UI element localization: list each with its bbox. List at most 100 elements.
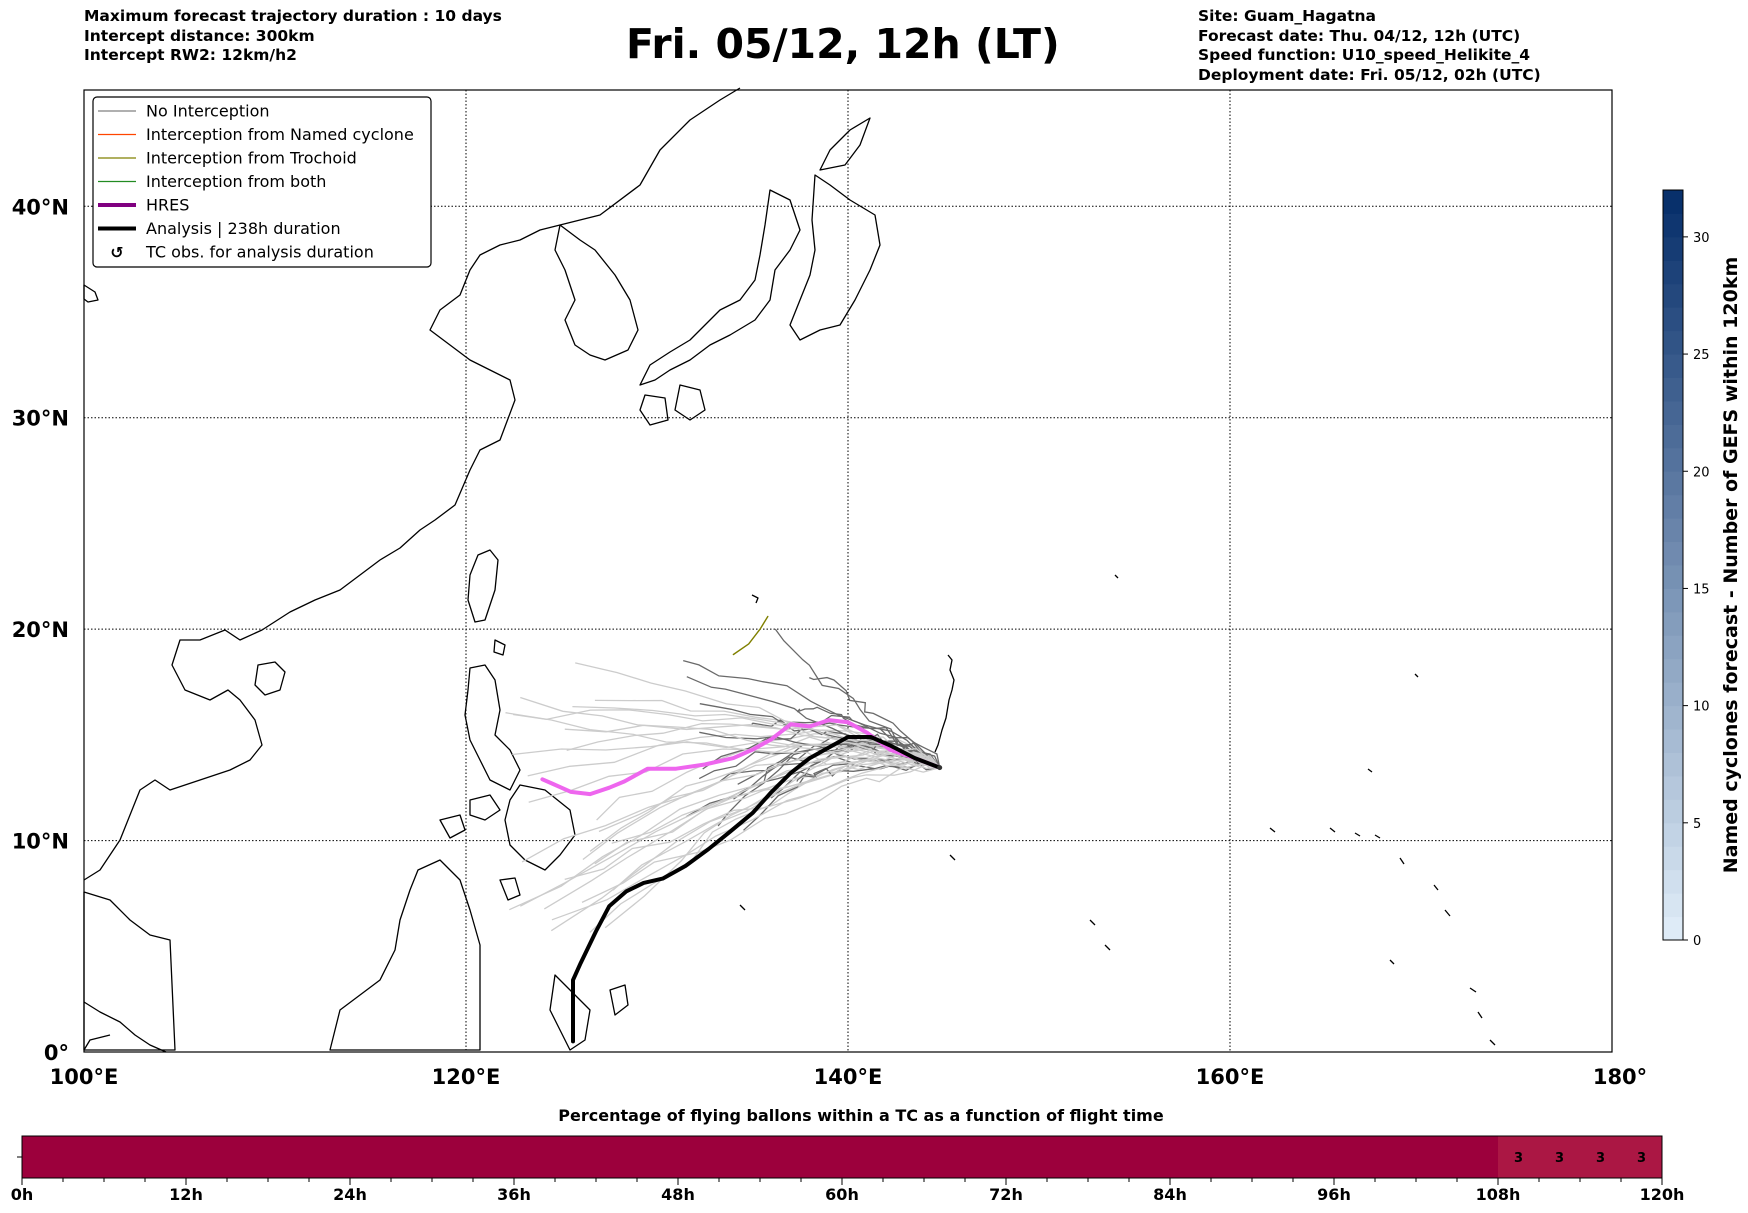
header-left-line: Intercept distance: 300km — [84, 26, 315, 45]
ensemble-trajectory — [589, 758, 940, 933]
timebar-tick-label: 60h — [825, 1185, 859, 1204]
colorbar-segment — [1663, 729, 1683, 753]
timebar-tick-label: 96h — [1317, 1185, 1351, 1204]
timebar-fill — [22, 1136, 1662, 1178]
header-right-line: Forecast date: Thu. 04/12, 12h (UTC) — [1198, 26, 1521, 45]
x-tick-label: 120°E — [432, 1065, 501, 1089]
y-tick-label: 30°N — [12, 407, 69, 431]
colorbar-tick-label: 5 — [1693, 817, 1701, 832]
colorbar-segment — [1663, 471, 1683, 496]
colorbar-tick-label: 0 — [1693, 934, 1701, 949]
coastline — [83, 87, 1496, 1053]
colorbar-segment — [1663, 799, 1683, 824]
chart-title: Fri. 05/12, 12h (LT) — [626, 20, 1060, 68]
colorbar-segment — [1663, 916, 1683, 941]
colorbar-segment — [1663, 400, 1683, 425]
header-right-line: Site: Guam_Hagatna — [1198, 7, 1377, 25]
colorbar-segment — [1663, 846, 1683, 871]
timebar-tick-label: 36h — [497, 1185, 531, 1204]
legend-label: No Interception — [146, 102, 270, 121]
timebar-tick-label: 84h — [1153, 1185, 1187, 1204]
ensemble-trajectories — [505, 628, 941, 933]
colorbar-tick-label: 10 — [1693, 700, 1710, 715]
series-line — [732, 615, 769, 656]
legend-marker-icon: ↺ — [110, 243, 123, 262]
timebar: Percentage of flying ballons within a TC… — [11, 1106, 1685, 1204]
ensemble-trajectory — [612, 752, 940, 891]
ensemble-trajectory — [743, 738, 941, 831]
series-line — [571, 735, 942, 1044]
colorbar-segment — [1663, 330, 1683, 355]
colorbar-segment — [1663, 752, 1683, 777]
legend-box — [92, 96, 432, 268]
x-axis-ticks: 100°E 120°E 140°E 160°E 180° — [50, 1065, 1648, 1089]
x-tick-label: 100°E — [50, 1065, 119, 1089]
colorbar-tick-label: 15 — [1693, 582, 1710, 597]
timebar-tick-label: 24h — [333, 1185, 367, 1204]
legend-label: HRES — [146, 196, 189, 215]
header-info-right: Site: Guam_Hagatna Forecast date: Thu. 0… — [1198, 7, 1541, 85]
map-frame — [83, 89, 1613, 1053]
timebar-tick-label: 120h — [1640, 1185, 1685, 1204]
legend: No Interception Interception from Named c… — [92, 96, 432, 268]
colorbar-segment — [1663, 190, 1683, 214]
timebar-tick-label: 0h — [11, 1185, 34, 1204]
timebar-cell-value: 3 — [1555, 1151, 1564, 1166]
timebar-cells-bg — [1498, 1136, 1662, 1178]
colorbar-segment — [1663, 869, 1683, 894]
y-axis-ticks: 0° 10°N 20°N 30°N 40°N — [12, 195, 69, 1065]
ensemble-trajectory — [774, 628, 941, 769]
ensemble-trajectory — [581, 761, 941, 903]
legend-label: Analysis | 238h duration — [146, 219, 341, 238]
legend-label: Interception from both — [146, 172, 326, 191]
colorbar-segment — [1663, 565, 1683, 589]
timebar-cell-value: 3 — [1596, 1151, 1605, 1166]
colorbar-segment — [1663, 822, 1683, 847]
colorbar-segment — [1663, 260, 1683, 285]
y-tick-label: 10°N — [12, 830, 69, 854]
header-info-left: Maximum forecast trajectory duration : 1… — [84, 7, 502, 66]
colorbar-segment — [1663, 658, 1683, 683]
colorbar-segment — [1663, 588, 1683, 613]
ensemble-trajectory — [519, 749, 941, 907]
timebar-tick-label: 48h — [661, 1185, 695, 1204]
ensemble-trajectory — [809, 676, 941, 768]
grid-lines — [84, 90, 1612, 1052]
header-left-line: Maximum forecast trajectory duration : 1… — [84, 7, 502, 25]
ensemble-trajectory — [702, 722, 941, 770]
series-line — [540, 718, 942, 797]
colorbar-segment — [1663, 635, 1683, 660]
colorbar-segment — [1663, 611, 1683, 636]
colorbar-tick-label: 30 — [1693, 231, 1710, 246]
colorbar-segment — [1663, 541, 1683, 566]
y-tick-label: 20°N — [12, 618, 69, 642]
ensemble-trajectory — [686, 763, 940, 818]
timebar-tick-label: 12h — [169, 1185, 203, 1204]
ensemble-trajectory — [796, 706, 941, 769]
colorbar-segment — [1663, 377, 1683, 402]
timebar-title: Percentage of flying ballons within a TC… — [558, 1106, 1164, 1125]
colorbar-tick-label: 20 — [1693, 465, 1710, 480]
colorbar-tick-label: 25 — [1693, 348, 1710, 363]
legend-label: Interception from Named cyclone — [146, 125, 414, 144]
colorbar-segment — [1663, 354, 1683, 378]
colorbar-segment — [1663, 494, 1683, 519]
ensemble-trajectory — [520, 696, 940, 770]
colorbar-segment — [1663, 447, 1683, 472]
colorbar-segment — [1663, 236, 1683, 261]
colorbar-segment — [1663, 424, 1683, 449]
colorbar-segment — [1663, 213, 1683, 238]
site-marker — [937, 765, 943, 771]
x-tick-label: 160°E — [1196, 1065, 1265, 1089]
legend-label: TC obs. for analysis duration — [145, 243, 374, 262]
colorbar: 0 5 10 15 20 25 30 Named cyclones forecast - Nu… — [1662, 189, 1742, 949]
header-right-line: Speed function: U10_speed_Helikite_4 — [1198, 46, 1531, 64]
colorbar-segment — [1663, 307, 1683, 332]
legend-label: Interception from Trochoid — [146, 149, 357, 168]
header-right-line: Deployment date: Fri. 05/12, 02h (UTC) — [1198, 65, 1541, 84]
colorbar-segment — [1663, 283, 1683, 308]
ensemble-trajectory — [604, 748, 941, 929]
y-tick-label: 0° — [44, 1041, 69, 1065]
timebar-cell-value: 3 — [1637, 1151, 1646, 1166]
